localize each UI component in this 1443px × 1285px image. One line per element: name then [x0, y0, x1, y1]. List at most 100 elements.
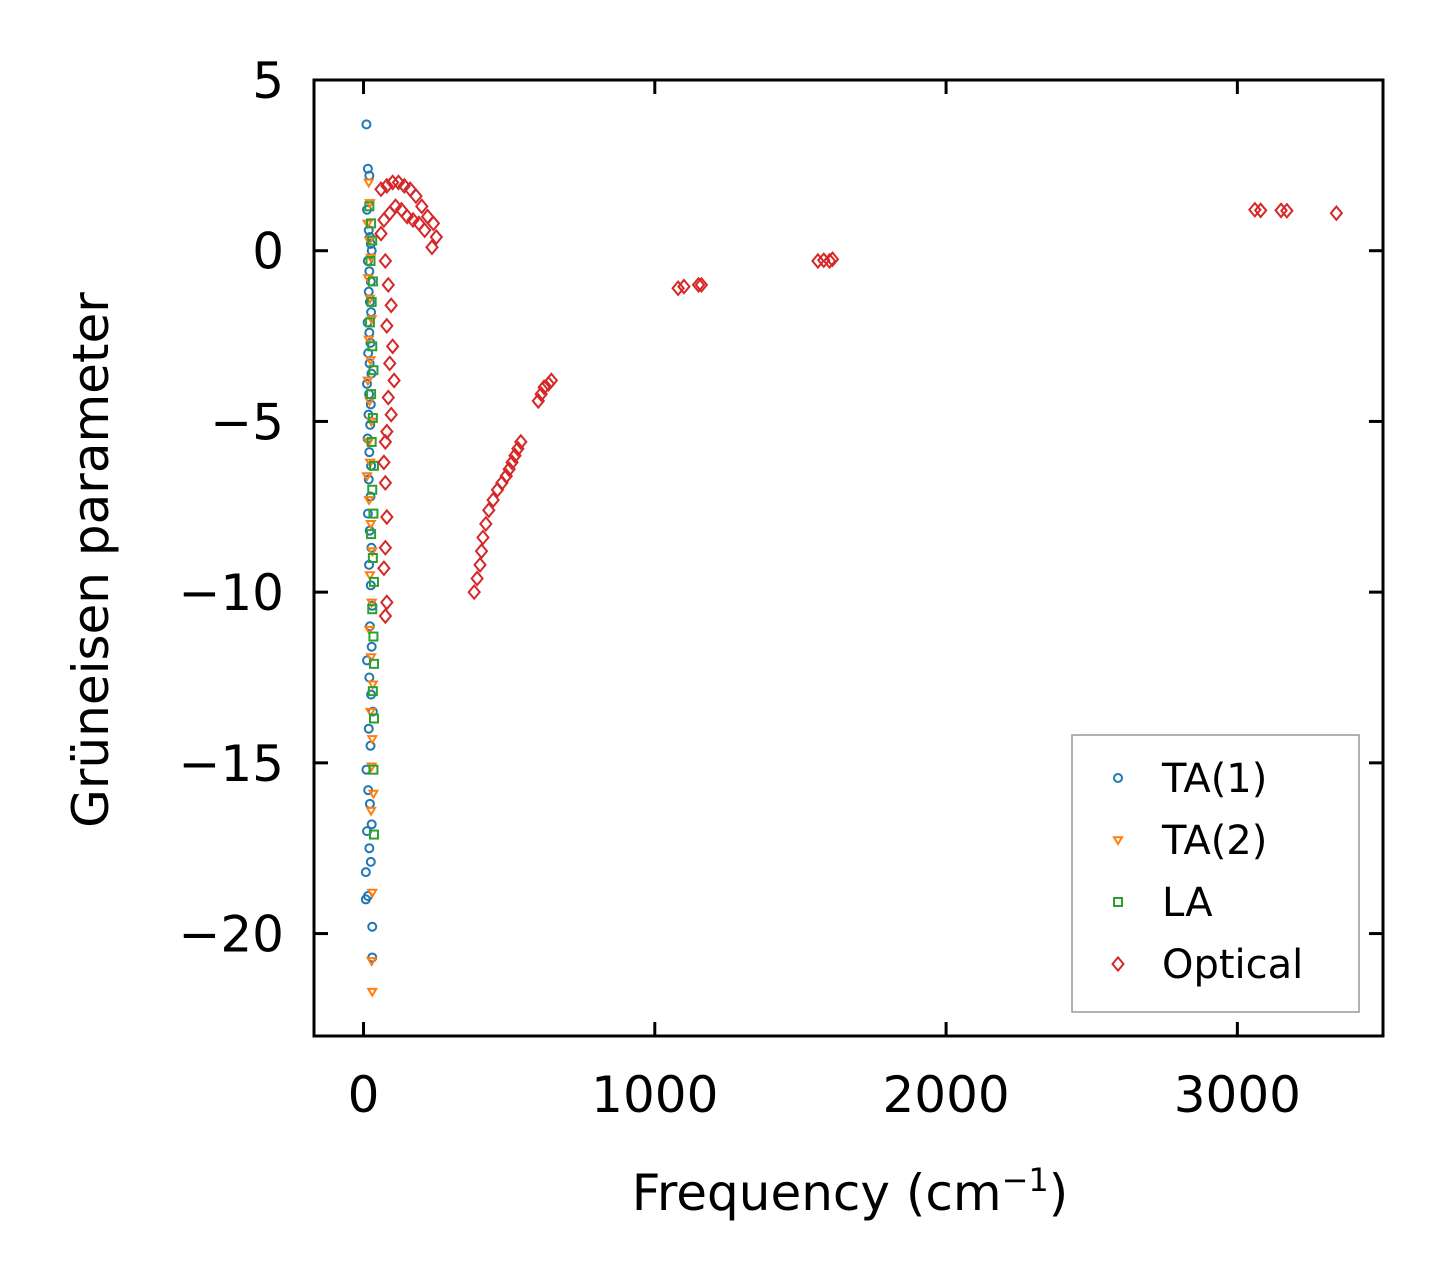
data-point: [378, 539, 393, 556]
data-point: [367, 484, 378, 495]
data-point: [366, 987, 379, 998]
series-optical: [374, 174, 1344, 625]
data-point: [1253, 202, 1268, 219]
data-point: [368, 365, 379, 376]
data-point: [377, 454, 391, 471]
legend-label: TA(2): [1161, 818, 1267, 864]
data-point: [362, 508, 373, 519]
data-point: [367, 235, 378, 246]
y-tick-label: 0: [252, 223, 284, 281]
data-point: [365, 598, 378, 609]
data-point: [364, 356, 377, 366]
data-point: [406, 211, 420, 229]
data-point: [474, 543, 489, 560]
data-point: [365, 806, 377, 817]
data-point: [364, 201, 375, 212]
data-point: [366, 436, 377, 447]
data-point: [381, 389, 396, 406]
data-point: [364, 199, 376, 209]
x-tick-label: 2000: [882, 1066, 1009, 1124]
data-point: [366, 735, 379, 745]
data-point: [384, 297, 398, 314]
y-tick-label: −10: [178, 564, 284, 622]
data-point: [374, 225, 388, 242]
data-point: [365, 957, 378, 967]
data-point: [378, 474, 393, 492]
data-point: [467, 583, 482, 601]
data-point: [541, 375, 556, 393]
x-tick-label: 1000: [591, 1066, 718, 1124]
data-point: [366, 888, 379, 899]
axis-ticks: 0 1000 2000 3000 5 0 −5 −10 −15 −20: [178, 52, 1383, 1124]
data-point: [479, 515, 493, 533]
legend-marker: [1112, 836, 1124, 846]
data-point: [369, 658, 380, 669]
data-point: [378, 252, 393, 270]
y-tick-label: 5: [252, 52, 284, 110]
data-point: [364, 317, 375, 328]
data-point: [368, 508, 379, 519]
data-point: [671, 280, 685, 297]
y-tick-label: −15: [178, 735, 284, 793]
data-point: [366, 819, 377, 830]
data-point: [385, 174, 400, 191]
data-point: [365, 520, 377, 530]
data-point: [366, 547, 379, 558]
data-point: [382, 355, 397, 372]
data-point: [364, 571, 376, 582]
legend-marker: [1113, 773, 1123, 783]
data-point: [360, 867, 371, 878]
data-point: [367, 789, 380, 800]
data-point: [400, 208, 415, 225]
data-point: [366, 296, 377, 307]
data-point: [694, 276, 709, 294]
data-point: [391, 174, 406, 191]
data-point: [417, 222, 432, 239]
legend: TA(1) TA(2) LA Optical: [1071, 734, 1360, 1013]
data-point: [397, 177, 412, 195]
x-axis-label-main: Frequency (cm: [632, 1164, 1002, 1222]
data-point: [677, 278, 691, 295]
data-point: [368, 764, 379, 775]
data-point: [365, 399, 376, 410]
data-point: [365, 856, 376, 867]
data-point: [363, 335, 375, 346]
data-point: [367, 413, 378, 424]
data-point: [362, 376, 374, 387]
data-point: [368, 631, 379, 642]
data-point: [369, 576, 380, 587]
legend-label: Optical: [1162, 942, 1303, 988]
y-tick-label: −5: [210, 393, 284, 451]
data-point: [380, 508, 394, 526]
data-point: [388, 198, 403, 215]
data-point: [385, 338, 400, 355]
data-point: [367, 553, 378, 563]
legend-marker: [1111, 955, 1125, 973]
data-point: [481, 502, 496, 519]
data-point: [366, 389, 377, 400]
x-axis-label-close: ): [1049, 1164, 1069, 1222]
data-point: [364, 458, 376, 469]
data-point: [429, 228, 444, 246]
data-point: [367, 604, 378, 615]
data-point: [811, 252, 825, 270]
data-point: [486, 491, 500, 509]
data-point: [366, 641, 377, 652]
data-point: [825, 251, 840, 268]
data-point: [1329, 204, 1344, 222]
data-point: [425, 239, 439, 256]
data-point: [374, 181, 388, 198]
data-point: [426, 215, 441, 232]
data-point: [362, 378, 373, 389]
data-point: [377, 560, 391, 577]
data-point: [544, 372, 559, 389]
data-point: [369, 829, 380, 840]
data-point: [369, 713, 380, 724]
data-point: [380, 317, 394, 334]
data-point: [361, 119, 372, 130]
x-tick-label: 3000: [1174, 1066, 1301, 1124]
legend-marker: [1113, 897, 1123, 907]
data-point: [380, 177, 394, 195]
